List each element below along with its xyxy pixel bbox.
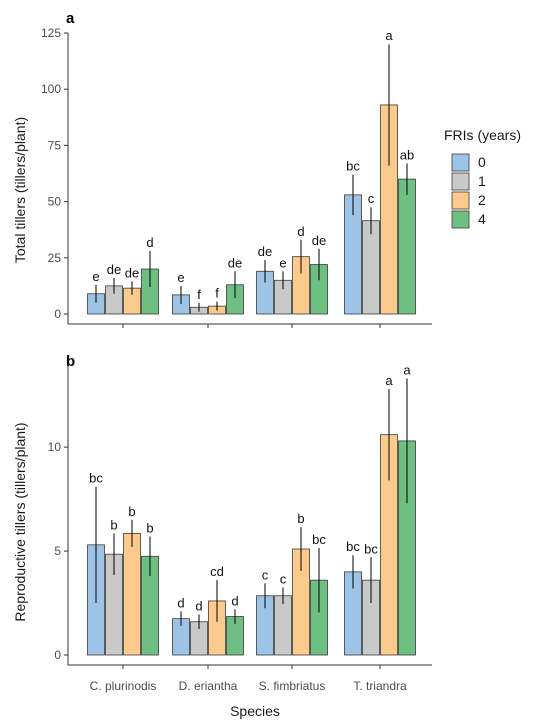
significance-label: bc [364, 541, 378, 556]
legend-label: 4 [478, 211, 486, 227]
significance-label: bc [312, 532, 326, 547]
significance-label: d [146, 235, 153, 250]
panel-a: a Total tillers (tillers/plant) 0 25 50 75 1… [12, 10, 432, 328]
significance-label: c [262, 567, 269, 582]
significance-label: de [228, 255, 242, 270]
significance-label: b [297, 511, 304, 526]
y-tick-label: 125 [41, 26, 61, 40]
significance-label: e [92, 269, 99, 284]
significance-label: b [128, 504, 135, 519]
significance-label: c [280, 571, 287, 586]
y-tick-label: 25 [48, 251, 62, 265]
panel-a-letter: a [66, 10, 75, 27]
bar [123, 533, 141, 656]
significance-label: ab [400, 147, 414, 162]
panel-b-y-axis-title: Reproductive tillers (tillers/plant) [12, 422, 28, 621]
bar [274, 595, 292, 656]
significance-label: de [125, 265, 139, 280]
legend-swatch [451, 191, 470, 210]
significance-label: d [177, 595, 184, 610]
y-tick-label: 75 [48, 138, 62, 152]
significance-label: b [110, 517, 117, 532]
significance-label: de [312, 233, 326, 248]
significance-label: d [231, 593, 238, 608]
significance-label: f [197, 287, 201, 302]
significance-label: de [107, 262, 121, 277]
significance-label: bc [89, 471, 103, 486]
panel-b: b Reproductive tillers (tillers/plant) 0… [12, 353, 432, 693]
legend-title: FRIs (years) [444, 127, 521, 143]
y-tick-label: 50 [48, 195, 62, 209]
significance-label: e [177, 270, 184, 285]
bar [362, 220, 380, 315]
legend-label: 1 [478, 173, 486, 189]
significance-label: a [385, 373, 393, 388]
x-tick-label: T. triandra [353, 679, 407, 693]
significance-label: d [297, 224, 304, 239]
significance-label: a [403, 363, 411, 378]
significance-label: f [215, 286, 219, 301]
y-tick-label: 10 [48, 440, 62, 454]
significance-label: c [368, 191, 375, 206]
bar [398, 178, 416, 315]
legend-swatch [451, 210, 470, 229]
x-axis-title: Species [230, 703, 280, 719]
significance-label: bc [346, 159, 360, 174]
significance-label: d [195, 598, 202, 613]
significance-label: a [385, 28, 393, 43]
legend-swatch [451, 172, 470, 191]
significance-label: bc [346, 539, 360, 554]
panel-a-y-axis-title: Total tillers (tillers/plant) [12, 117, 28, 263]
x-tick-label: S. fimbriatus [259, 679, 326, 693]
y-tick-label: 0 [54, 307, 61, 321]
significance-label: de [258, 244, 272, 259]
significance-label: e [279, 255, 286, 270]
legend-swatch [451, 153, 470, 172]
y-tick-label: 100 [41, 82, 61, 96]
y-tick-label: 5 [54, 544, 61, 558]
legend-label: 0 [478, 154, 486, 170]
y-tick-label: 0 [54, 648, 61, 662]
significance-label: b [146, 521, 153, 536]
x-tick-label: C. plurinodis [90, 679, 157, 693]
legend: FRIs (years) 0 1 2 4 [444, 127, 521, 229]
legend-label: 2 [478, 192, 486, 208]
x-tick-label: D. eriantha [179, 679, 238, 693]
panel-b-letter: b [66, 353, 75, 370]
significance-label: cd [210, 564, 224, 579]
